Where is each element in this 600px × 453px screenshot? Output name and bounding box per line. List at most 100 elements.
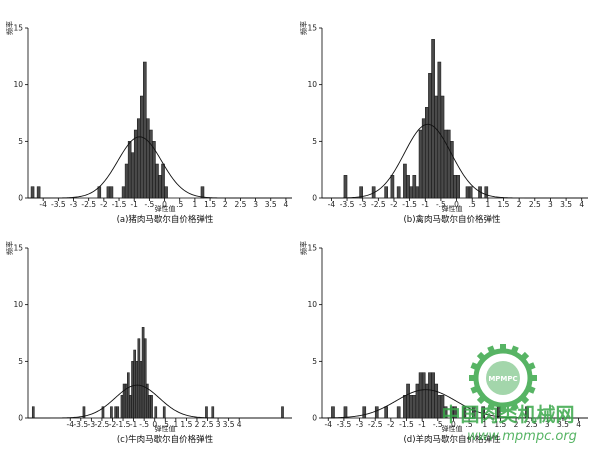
x-tick-label: 2: [517, 200, 522, 209]
y-tick-label: 10: [13, 80, 23, 89]
watermark: MPMPC 中国肉类机械网 www.mpmpc.org: [441, 344, 577, 444]
histogram-bar: [446, 129, 451, 199]
x-tick-label: 3: [216, 420, 221, 429]
histogram-bar: [409, 186, 414, 199]
x-tick-label: -4: [328, 200, 336, 209]
x-axis-title: 弹性值: [155, 424, 176, 433]
histogram-bar: [141, 327, 145, 419]
x-tick-label: -2: [387, 420, 395, 429]
histogram-bar: [412, 175, 417, 199]
histogram-bar: [155, 163, 159, 199]
y-tick-label: 10: [307, 300, 317, 309]
histogram-bar: [143, 338, 147, 419]
panel-d-mutton: 0 5 10 15 -4 -3.5 -3 -2.5 -2 -1.5 -1 -.5 0 .5 1 1.5 2 2.5…: [299, 241, 588, 445]
x-tick-label: -3.5: [340, 200, 355, 209]
histogram-bar: [453, 175, 457, 199]
watermark-url: www.mpmpc.org: [467, 429, 577, 444]
y-tick-label: 0: [312, 194, 317, 203]
x-tick-label: 0: [451, 420, 456, 429]
x-tick-label: .5: [162, 420, 169, 429]
x-tick-label: .5: [469, 200, 476, 209]
y-tick-label: 5: [312, 357, 317, 366]
histogram-bar: [456, 175, 460, 199]
x-tick-label: -2.5: [371, 200, 386, 209]
x-tick-label: -1.5: [402, 200, 417, 209]
histogram-bar: [106, 186, 111, 199]
histogram-bar: [122, 383, 126, 419]
watermark-site-name: 中国肉类机械网: [441, 403, 574, 426]
panel-a-pork: 0 5 10 15 -4 -3.5 -3 -2.5 -2 -1.5 -1 -.5 0 .5 1 1.5 2 2.5…: [5, 21, 292, 225]
x-tick-label: 2: [195, 420, 200, 429]
histogram-bar: [415, 383, 420, 419]
histogram-bar: [148, 395, 151, 419]
y-axis-title: 频率: [299, 241, 308, 255]
histogram-bar: [146, 118, 150, 199]
histogram-bar: [396, 186, 401, 199]
histogram-bar: [130, 152, 135, 199]
panel-caption: (c)牛肉马歇尔自价格弹性: [117, 434, 214, 445]
y-tick-label: 5: [18, 137, 23, 146]
histogram-bar: [396, 406, 401, 419]
x-tick-label: 2.5: [234, 200, 246, 209]
x-tick-label: 1: [482, 420, 487, 429]
histogram-bar: [471, 406, 476, 419]
histogram-bar: [425, 383, 429, 419]
x-axis-title: 弹性值: [442, 204, 463, 213]
y-tick-label: 15: [13, 244, 23, 253]
x-tick-label: -1: [418, 420, 426, 429]
x-tick-label: 1.5: [498, 200, 510, 209]
histogram-bar: [484, 186, 489, 199]
histogram-bar: [384, 406, 388, 419]
x-tick-label: 1.5: [204, 200, 216, 209]
y-tick-label: 0: [312, 414, 317, 423]
histogram-bar: [200, 186, 205, 199]
histogram-bar: [110, 406, 113, 419]
x-tick-label: -1: [130, 200, 138, 209]
histogram-bar: [359, 186, 363, 199]
histogram-bar: [431, 39, 435, 199]
x-tick-label: 3.5: [557, 420, 569, 429]
histogram-bar: [468, 186, 473, 199]
histogram-bar: [129, 395, 132, 419]
normal-density-curve: [28, 384, 292, 419]
histogram-bar: [437, 395, 442, 419]
histogram-bar: [440, 95, 445, 199]
histogram-bar: [390, 175, 395, 199]
x-tick-label: -1.5: [116, 420, 131, 429]
histogram-bar: [124, 163, 129, 199]
x-tick-label: -2: [390, 200, 398, 209]
histogram-bar: [154, 406, 158, 419]
x-tick-label: -3: [70, 200, 78, 209]
x-tick-label: 2: [223, 200, 228, 209]
histogram-bar: [164, 186, 168, 199]
histogram-bar: [406, 383, 410, 419]
histogram-bar: [481, 406, 485, 419]
histogram-bar: [120, 395, 124, 419]
histogram-bar: [149, 129, 153, 199]
y-tick-label: 5: [18, 357, 23, 366]
histogram-bar: [453, 406, 457, 419]
y-axis-title: 频率: [5, 241, 14, 255]
histogram-bar: [31, 406, 35, 419]
y-tick-label: 0: [18, 414, 23, 423]
histogram-bar: [437, 61, 442, 199]
histogram-bar: [418, 129, 423, 199]
normal-density-curve: [322, 123, 588, 199]
x-tick-label: -3: [359, 200, 367, 209]
y-axis-title: 频率: [5, 21, 14, 35]
x-tick-label: -3.5: [51, 200, 66, 209]
histogram-bar: [409, 395, 414, 419]
histogram-bar: [140, 95, 144, 199]
x-tick-label: .5: [466, 420, 473, 429]
histogram-bar: [133, 129, 138, 199]
histogram-bar: [158, 175, 162, 199]
histogram-bar: [434, 383, 439, 419]
histogram-bar: [450, 141, 454, 199]
x-axis-title: 弹性值: [155, 204, 176, 213]
x-tick-label: 1: [193, 200, 198, 209]
y-axis-title: 频率: [299, 21, 308, 35]
histogram-bar: [374, 406, 379, 419]
x-tick-label: 4: [237, 420, 242, 429]
x-tick-label: 3.5: [560, 200, 572, 209]
histogram-bar: [415, 186, 420, 199]
